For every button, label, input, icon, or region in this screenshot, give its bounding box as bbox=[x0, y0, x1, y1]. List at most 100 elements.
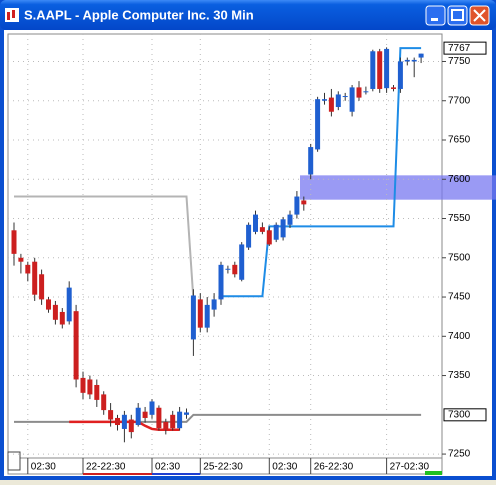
candle-body bbox=[301, 200, 307, 205]
candle-body bbox=[266, 230, 272, 245]
candle-body bbox=[121, 414, 127, 429]
candle-body bbox=[315, 99, 321, 150]
candle-body bbox=[73, 311, 79, 380]
x-tick-label: 26-22:30 bbox=[314, 462, 354, 473]
candle-body bbox=[197, 299, 203, 328]
candle-body bbox=[363, 91, 369, 93]
x-tick-label: 02:30 bbox=[155, 462, 180, 473]
candle-body bbox=[52, 304, 58, 320]
close-icon bbox=[473, 9, 486, 22]
overlay-line bbox=[221, 47, 422, 298]
minimize-button[interactable] bbox=[425, 5, 446, 26]
candle-body bbox=[135, 407, 141, 426]
candle-body bbox=[253, 214, 258, 232]
candle-body bbox=[377, 51, 383, 89]
candle-body bbox=[397, 61, 403, 89]
axis-strip bbox=[83, 473, 152, 475]
candle-body bbox=[370, 51, 376, 89]
candle-body bbox=[335, 94, 341, 108]
candle-body bbox=[280, 219, 286, 238]
maximize-button[interactable] bbox=[447, 5, 468, 26]
chart-layer: 7250 7350 7400 7450 7500 7550 7600 7650 7700 7750… bbox=[8, 34, 496, 475]
price-marker-label: 7300 bbox=[448, 409, 471, 420]
plot-area bbox=[7, 33, 443, 459]
x-tick-label: 27-02:30 bbox=[390, 462, 430, 473]
title-bar bbox=[0, 0, 496, 30]
candle-body bbox=[287, 214, 293, 225]
x-tick-label: 02:30 bbox=[272, 462, 297, 473]
candle-body bbox=[87, 379, 93, 395]
candle-body bbox=[46, 299, 51, 310]
candle-body bbox=[156, 407, 162, 429]
y-tick-label: 7650 bbox=[448, 135, 471, 146]
minimize-icon bbox=[431, 18, 438, 21]
overlay-line bbox=[14, 195, 195, 300]
candle-body bbox=[404, 59, 410, 62]
window-title: S.AAPL - Apple Computer Inc. 30 Min bbox=[24, 7, 254, 22]
candle-body bbox=[328, 97, 334, 112]
candle-body bbox=[384, 48, 390, 89]
x-tick-label: 22-22:30 bbox=[86, 462, 126, 473]
y-tick-label: 7350 bbox=[448, 370, 471, 381]
candle-body bbox=[18, 257, 24, 262]
y-tick-label: 7400 bbox=[448, 331, 471, 342]
price-marker-label: 7767 bbox=[448, 43, 471, 54]
y-tick-label: 7700 bbox=[448, 95, 471, 106]
candle-body bbox=[25, 264, 31, 274]
candle-body bbox=[149, 401, 155, 415]
candle-body bbox=[356, 87, 362, 98]
y-tick-label: 7250 bbox=[448, 449, 471, 460]
y-tick-label: 7500 bbox=[448, 252, 471, 263]
y-tick-label: 7750 bbox=[448, 56, 471, 67]
candle-body bbox=[259, 227, 265, 232]
candle-body bbox=[190, 295, 196, 340]
y-tick-label: 7600 bbox=[448, 174, 471, 185]
y-tick-label: 7450 bbox=[448, 292, 471, 303]
candle-body bbox=[184, 412, 189, 415]
app-icon-bar bbox=[7, 12, 10, 20]
app-icon-bar bbox=[12, 10, 15, 18]
candle-body bbox=[239, 244, 245, 280]
axis-strip bbox=[425, 471, 442, 475]
candle-body bbox=[101, 394, 107, 411]
candle-body bbox=[163, 421, 169, 430]
candle-body bbox=[11, 230, 17, 254]
candle-body bbox=[108, 410, 114, 420]
candle-body bbox=[128, 419, 134, 433]
candle-body bbox=[59, 311, 65, 325]
x-tick-label: 25-22:30 bbox=[203, 462, 243, 473]
candle-body bbox=[80, 377, 86, 393]
scroll-box[interactable] bbox=[7, 451, 21, 471]
y-tick-label: 7550 bbox=[448, 213, 471, 224]
candle-body bbox=[349, 87, 355, 112]
x-tick-label: 02:30 bbox=[31, 462, 56, 473]
candle-body bbox=[32, 261, 38, 295]
candle-body bbox=[308, 147, 314, 175]
candle-body bbox=[170, 414, 176, 429]
candle-body bbox=[218, 264, 224, 300]
candle-body bbox=[211, 299, 217, 310]
candle-body bbox=[342, 96, 348, 98]
candle-body bbox=[418, 53, 424, 58]
candle-body bbox=[204, 304, 210, 328]
price-marker-box bbox=[443, 41, 487, 55]
candle-body bbox=[391, 87, 396, 89]
candle-body bbox=[39, 274, 45, 300]
candle-body bbox=[294, 196, 300, 215]
candle-body bbox=[273, 224, 279, 240]
candle-body bbox=[225, 268, 231, 270]
candle-body bbox=[246, 224, 252, 248]
candle-body bbox=[115, 417, 120, 426]
candle-body bbox=[94, 384, 100, 400]
maximize-icon bbox=[451, 9, 464, 21]
candle-body bbox=[142, 411, 148, 418]
candle-body bbox=[322, 99, 327, 101]
axis-strip bbox=[152, 473, 201, 475]
candle-body bbox=[411, 59, 417, 62]
candle-body bbox=[177, 411, 183, 429]
candle-body bbox=[66, 287, 72, 322]
price-marker-box bbox=[443, 408, 487, 422]
candle-body bbox=[232, 264, 238, 275]
